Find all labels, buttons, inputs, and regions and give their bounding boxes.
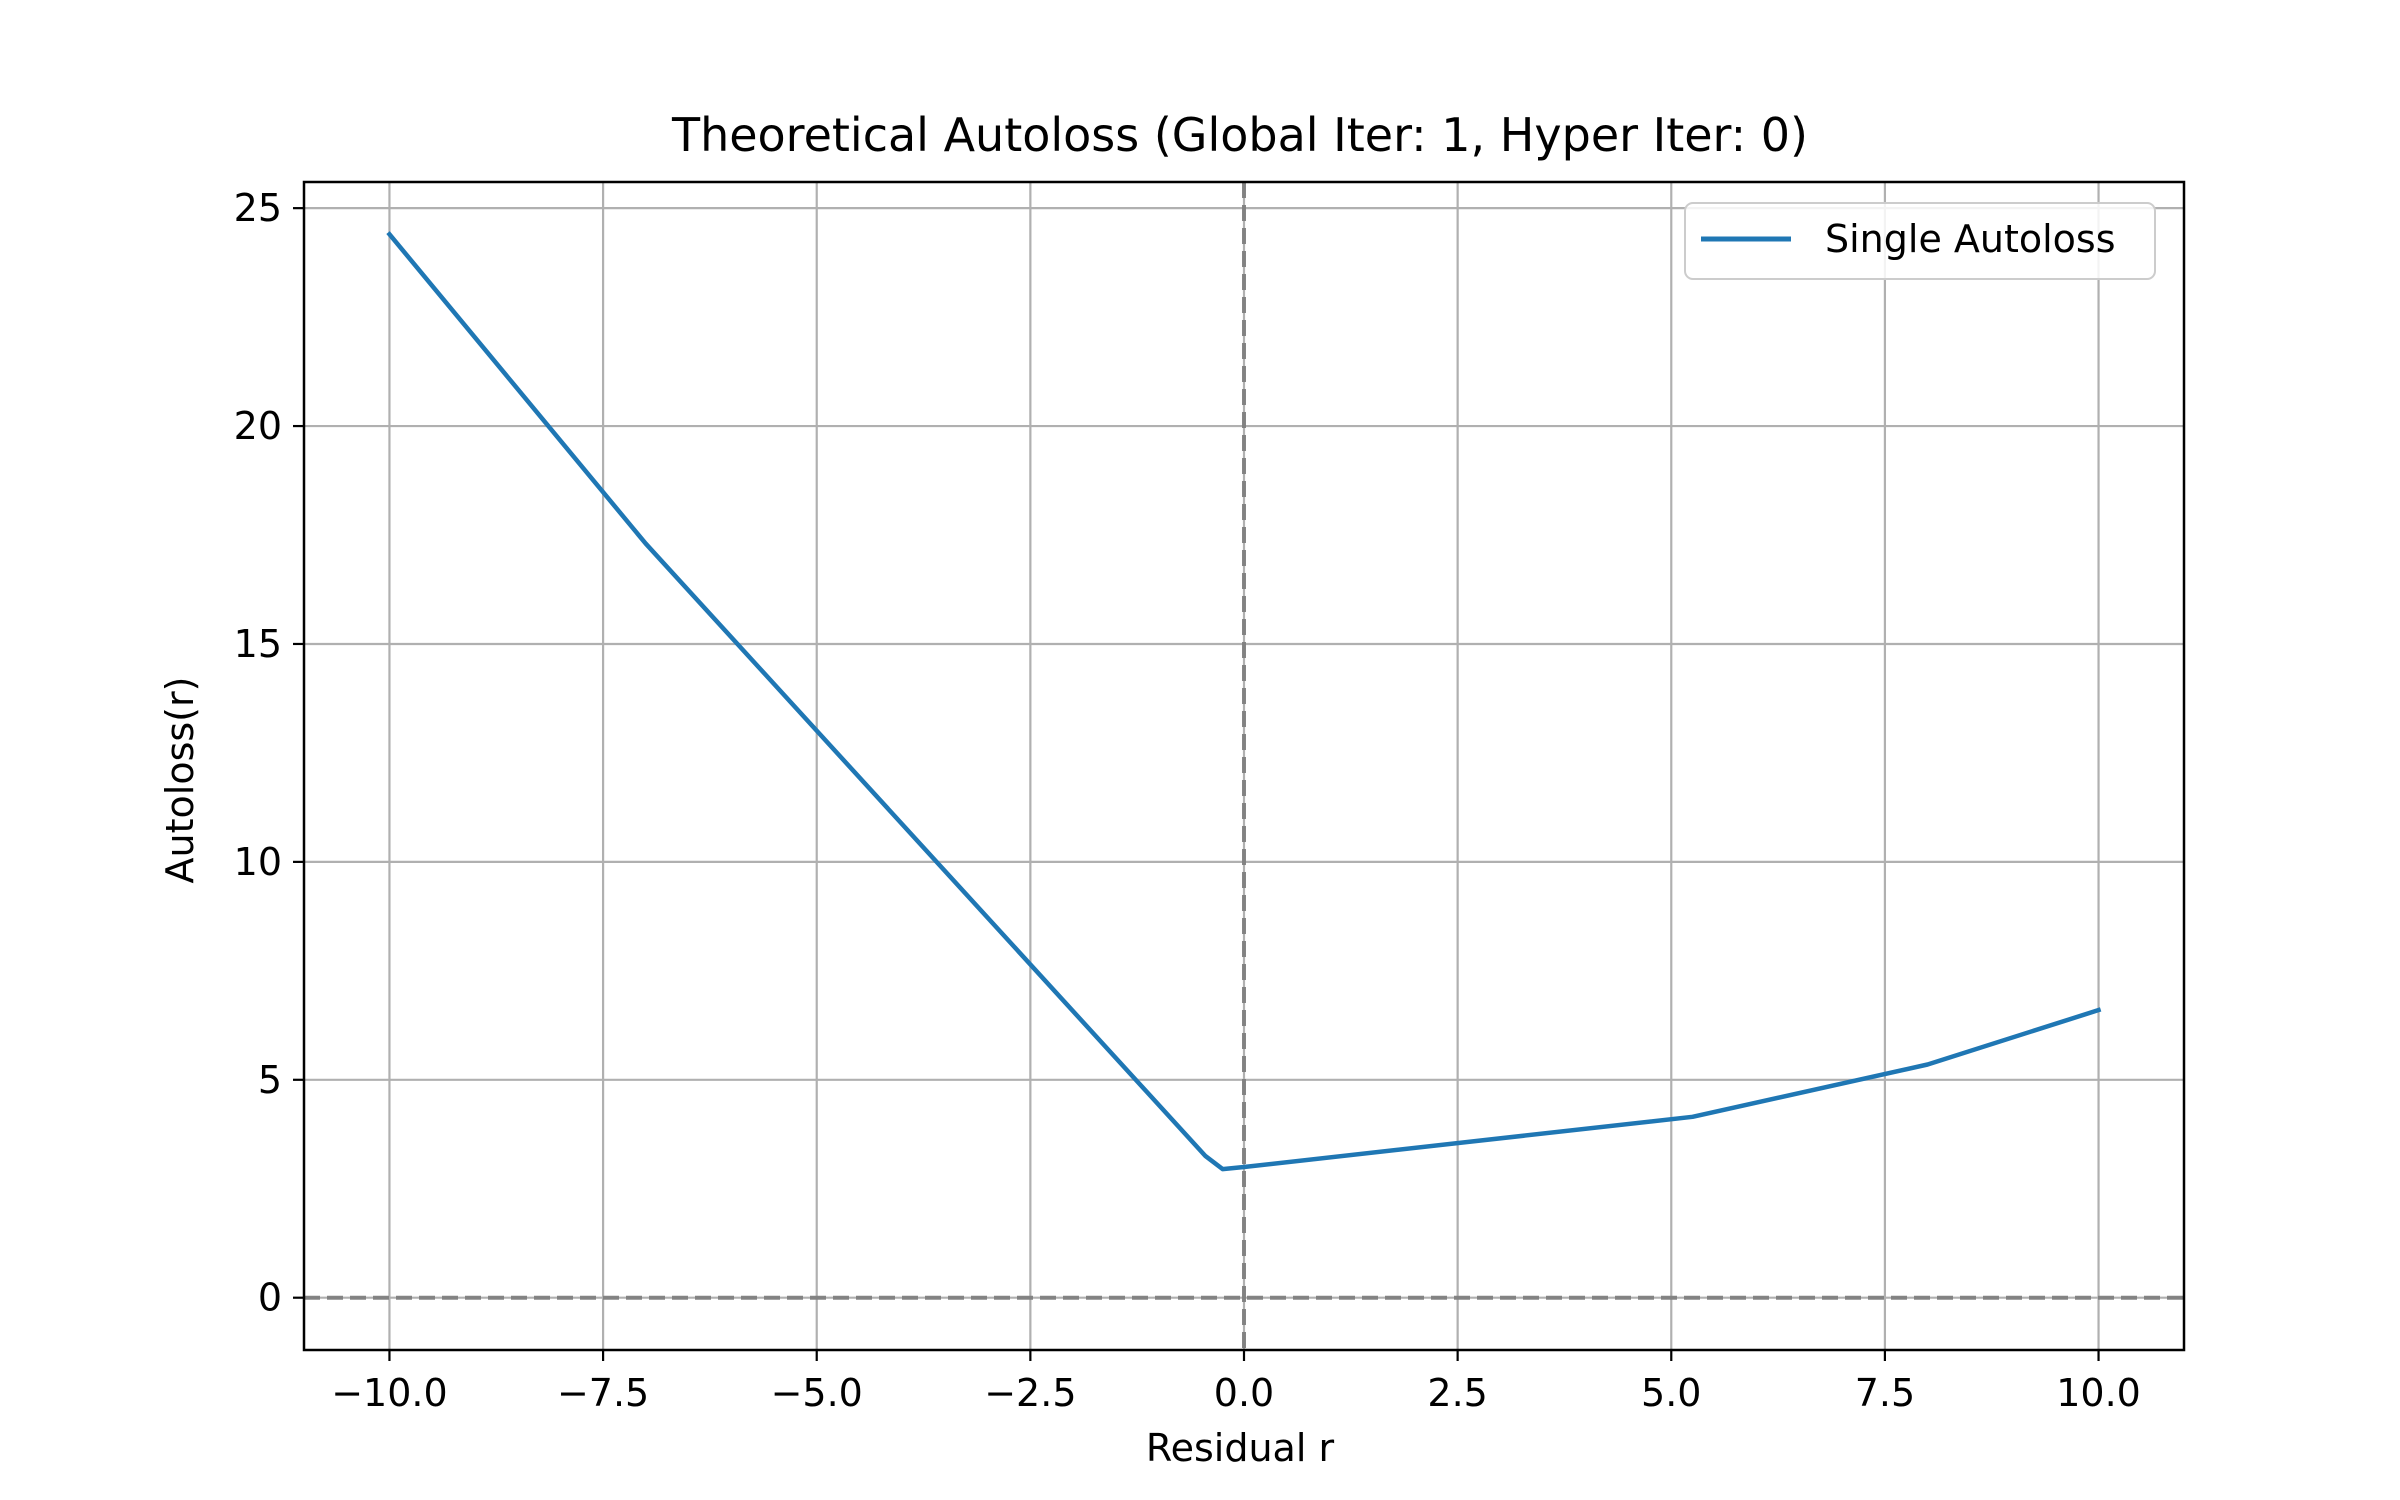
y-tick-label: 5: [258, 1058, 282, 1102]
legend-box: [1684, 202, 2156, 280]
x-tick-label: 5.0: [1641, 1371, 1701, 1415]
y-tick-label: 20: [234, 404, 282, 448]
ticks: −10.0 −7.5 −5.0 −2.5 0.0 2.5 5.0 7.5 10.0 0 5 10 15 2…: [234, 186, 2141, 1415]
x-axis-label: Residual r: [1146, 1426, 1335, 1470]
y-tick-label: 15: [234, 622, 282, 666]
series-layer: [386, 231, 2102, 1172]
legend: Single Autoloss: [1684, 202, 2156, 280]
x-tick-label: −7.5: [557, 1371, 649, 1415]
x-tick-label: 0.0: [1214, 1371, 1274, 1415]
y-axis-label: Autoloss(r): [158, 677, 202, 884]
x-tick-label: 10.0: [2056, 1371, 2141, 1415]
y-tick-label: 10: [234, 840, 282, 884]
x-tick-label: −5.0: [771, 1371, 863, 1415]
chart-title: Theoretical Autoloss (Global Iter: 1, Hy…: [671, 108, 1808, 162]
x-tick-label: 2.5: [1427, 1371, 1487, 1415]
series-line-single-autoloss: [386, 231, 2102, 1172]
y-tick-label: 0: [258, 1276, 282, 1320]
y-tick-label: 25: [234, 186, 282, 230]
x-tick-label: 7.5: [1855, 1371, 1915, 1415]
x-tick-label: −10.0: [331, 1371, 447, 1415]
x-tick-label: −2.5: [984, 1371, 1076, 1415]
reference-lines: [304, 182, 2184, 1350]
legend-label: Single Autoloss: [1825, 217, 2116, 261]
